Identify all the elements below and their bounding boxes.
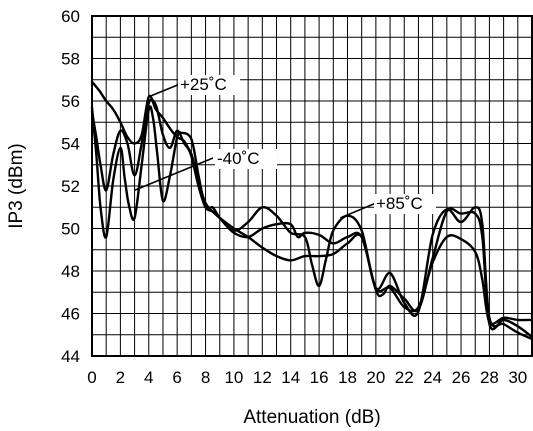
x-tick-label: 30 bbox=[508, 368, 527, 387]
y-tick-label: 52 bbox=[61, 177, 80, 196]
y-tick-label: 60 bbox=[61, 7, 80, 26]
y-tick-label: 48 bbox=[61, 262, 80, 281]
annotation-background bbox=[374, 194, 436, 214]
x-tick-label: 0 bbox=[87, 368, 96, 387]
y-tick-label: 54 bbox=[61, 135, 80, 154]
annotation-leader bbox=[134, 157, 214, 191]
y-tick-label: 44 bbox=[61, 347, 80, 366]
y-tick-label: 56 bbox=[61, 92, 80, 111]
annotations: +25˚C -40˚C +85˚C bbox=[134, 75, 436, 219]
grid bbox=[92, 16, 532, 356]
annotation-background bbox=[178, 75, 240, 95]
series-line-40c bbox=[90, 105, 533, 339]
x-tick-label: 16 bbox=[310, 368, 329, 387]
annotation-leader bbox=[148, 83, 181, 98]
x-tick-label: 28 bbox=[480, 368, 499, 387]
x-tick-label: 2 bbox=[116, 368, 125, 387]
x-tick-label: 4 bbox=[144, 368, 153, 387]
y-tick-label: 58 bbox=[61, 50, 80, 69]
x-tick-label: 24 bbox=[423, 368, 442, 387]
annotation-label: +85˚C bbox=[376, 194, 423, 213]
series-line-25c bbox=[90, 80, 533, 326]
y-axis-title: IP3 (dBm) bbox=[6, 143, 27, 229]
annotation-label: +25˚C bbox=[180, 75, 227, 94]
x-tick-label: 6 bbox=[172, 368, 181, 387]
x-tick-label: 18 bbox=[338, 368, 357, 387]
x-tick-label: 12 bbox=[253, 368, 272, 387]
x-tick-label: 26 bbox=[452, 368, 471, 387]
x-tick-label: 14 bbox=[281, 368, 300, 387]
x-tick-label: 20 bbox=[366, 368, 385, 387]
x-tick-label: 10 bbox=[224, 368, 243, 387]
annotation-label: -40˚C bbox=[217, 149, 260, 168]
annotation-leader bbox=[340, 202, 377, 219]
x-tick-label: 22 bbox=[395, 368, 414, 387]
y-tick-label: 46 bbox=[61, 305, 80, 324]
plot-frame bbox=[91, 15, 533, 357]
x-axis-title: Attenuation (dB) bbox=[243, 407, 380, 428]
annotation-background bbox=[215, 149, 277, 169]
y-tick-labels: 44 46 48 50 52 54 56 58 60 bbox=[61, 7, 80, 366]
series-lines bbox=[90, 80, 533, 341]
y-tick-label: 50 bbox=[61, 220, 80, 239]
x-tick-label: 8 bbox=[201, 368, 210, 387]
x-tick-labels: 0 2 4 6 8 10 12 14 16 18 20 22 24 26 28 30 bbox=[87, 368, 527, 387]
series-line-85c bbox=[90, 98, 533, 341]
